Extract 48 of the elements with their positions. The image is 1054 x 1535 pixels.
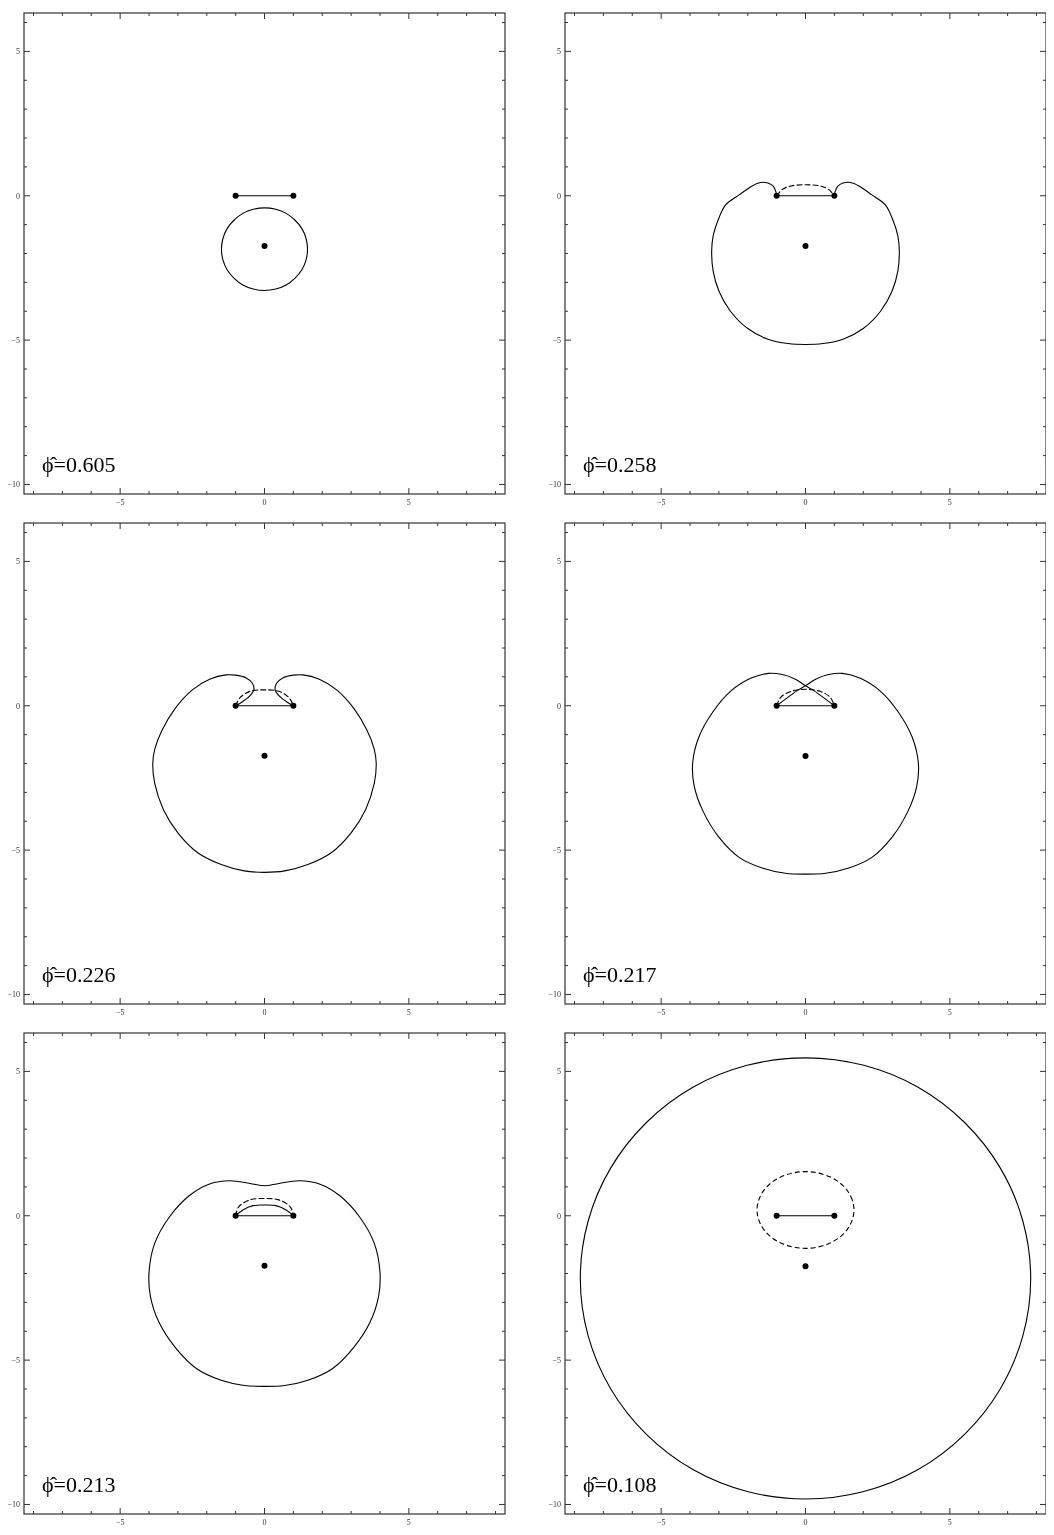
x-tick-label: 5: [406, 1518, 411, 1527]
x-tick-label: 5: [947, 1518, 952, 1527]
x-tick-label: 0: [262, 1518, 267, 1527]
y-tick-label: 5: [16, 1067, 20, 1077]
x-tick-label: 5: [947, 1008, 952, 1017]
annotation: ϕ̂=0.217: [583, 962, 657, 987]
annotation: ϕ̂=0.226: [42, 962, 116, 987]
y-tick-label: 0: [557, 1211, 561, 1221]
y-tick-label: 0: [16, 1211, 20, 1221]
y-tick-label: 0: [557, 701, 561, 711]
annotation: ϕ̂=0.258: [583, 452, 657, 477]
x-tick-label: 0: [803, 1008, 808, 1017]
x-tick-label: −5: [115, 1008, 125, 1017]
x-tick-label: −5: [115, 1518, 125, 1527]
x-tick-label: −5: [656, 1008, 666, 1017]
annotation: ϕ̂=0.213: [42, 1472, 116, 1497]
y-tick-label: 0: [557, 191, 561, 201]
y-tick-label: 0: [16, 191, 20, 201]
y-tick-label: −10: [548, 480, 561, 490]
x-tick-label: 0: [262, 1008, 267, 1017]
x-tick-label: 0: [262, 498, 267, 507]
y-tick-label: −10: [7, 990, 20, 1000]
y-tick-label: −5: [11, 846, 20, 856]
x-tick-label: 0: [803, 1518, 808, 1527]
y-tick-label: −5: [552, 1356, 561, 1366]
y-tick-label: 5: [557, 1067, 561, 1077]
y-tick-label: −5: [552, 336, 561, 346]
y-tick-label: 5: [16, 47, 20, 57]
x-tick-label: −5: [656, 498, 666, 507]
x-tick-label: 5: [406, 1008, 411, 1017]
y-tick-label: −10: [548, 1500, 561, 1510]
x-tick-label: 5: [406, 498, 411, 507]
x-tick-label: 5: [947, 498, 952, 507]
y-tick-label: −5: [11, 336, 20, 346]
y-tick-label: −10: [7, 480, 20, 490]
annotation: ϕ̂=0.605: [42, 452, 116, 477]
y-tick-label: 0: [16, 701, 20, 711]
x-tick-label: −5: [656, 1518, 666, 1527]
y-tick-label: 5: [557, 557, 561, 567]
y-tick-label: −5: [552, 846, 561, 856]
y-tick-label: −10: [548, 990, 561, 1000]
y-tick-label: 5: [16, 557, 20, 567]
y-tick-label: 5: [557, 47, 561, 57]
y-tick-label: −10: [7, 1500, 20, 1510]
x-tick-label: −5: [115, 498, 125, 507]
x-tick-label: 0: [803, 498, 808, 507]
annotation: ϕ̂=0.108: [583, 1472, 657, 1497]
y-tick-label: −5: [11, 1356, 20, 1366]
